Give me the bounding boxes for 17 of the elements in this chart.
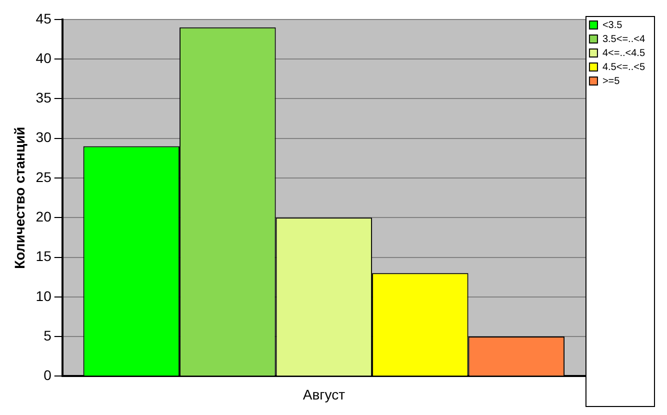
y-tick-label: 0	[44, 367, 52, 384]
y-tick-label: 15	[36, 248, 52, 264]
x-tick-label: Август	[302, 386, 346, 402]
y-tick-label: 35	[36, 90, 52, 106]
legend-label: 3.5<=..<4	[602, 34, 646, 45]
legend-label: <3.5	[602, 20, 623, 31]
y-tick-label: 20	[36, 208, 52, 224]
y-tick-label: 30	[36, 129, 52, 146]
legend-label: 4<=..<4.5	[602, 48, 646, 59]
legend-label: 4.5<=..<5	[602, 62, 646, 73]
y-tick-label: 10	[36, 288, 52, 304]
y-tick-label: 40	[36, 50, 52, 66]
y-tick-label: 25	[36, 168, 52, 185]
legend-label: >=5	[602, 76, 620, 87]
y-axis-title: Количество станций	[11, 126, 28, 269]
y-tick-label: 45	[36, 10, 52, 26]
y-tick-label: 5	[44, 327, 52, 344]
